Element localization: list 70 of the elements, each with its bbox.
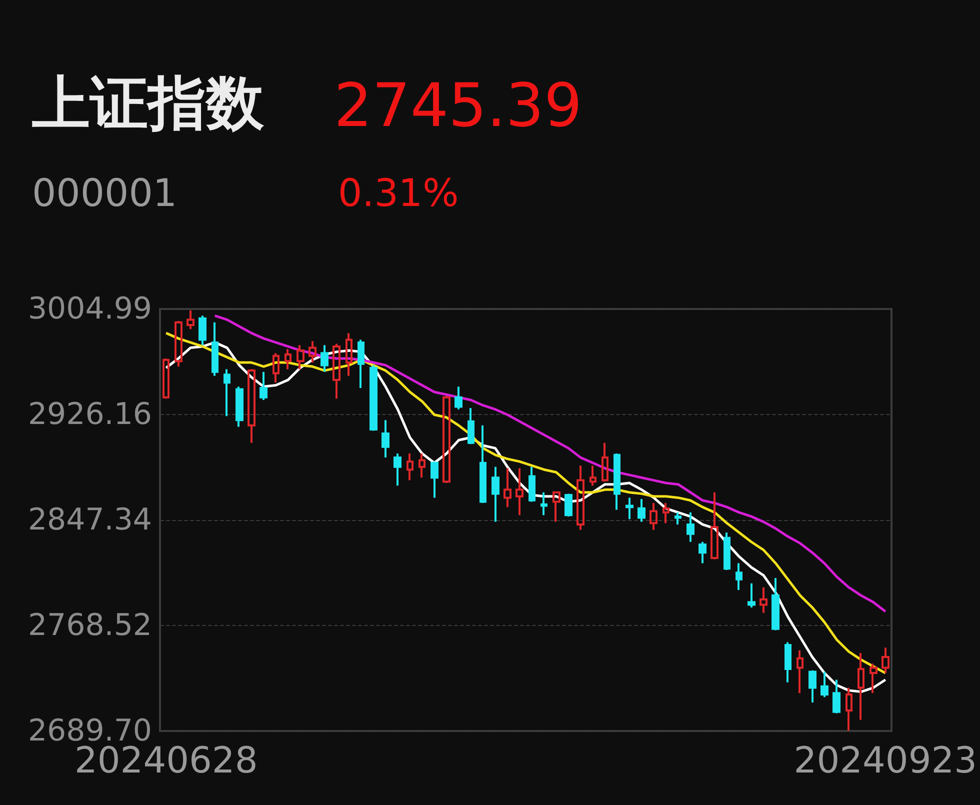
candlestick — [564, 492, 572, 518]
candlestick — [626, 496, 634, 520]
candlestick — [820, 670, 828, 698]
candlestick — [772, 577, 780, 632]
candlestick — [760, 586, 768, 614]
candlestick — [674, 511, 682, 526]
chart-subtitle: 000001 — [32, 171, 178, 215]
candlestick — [846, 686, 852, 732]
x-tick-label: 20240923 — [794, 740, 978, 782]
candlestick — [260, 370, 268, 401]
candlestick — [590, 464, 596, 487]
candlestick — [614, 452, 620, 511]
candlestick — [552, 491, 560, 523]
candlestick — [662, 502, 670, 524]
candlestick — [248, 368, 256, 444]
candlestick — [442, 394, 450, 484]
candlestick — [406, 452, 414, 482]
candlestick — [698, 540, 706, 564]
candlestick — [212, 321, 218, 377]
candlestick — [296, 344, 304, 370]
candlestick — [686, 511, 694, 543]
candlestick — [454, 386, 462, 410]
candlestick — [320, 344, 328, 373]
candlestick — [272, 352, 280, 384]
chart-title: 上证指数 — [31, 69, 265, 137]
candlestick — [468, 407, 474, 446]
candlestick — [186, 309, 194, 330]
line-series — [214, 314, 887, 613]
candlestick — [504, 467, 512, 508]
candlestick — [358, 338, 364, 389]
candlestick — [370, 364, 378, 432]
candlestick — [394, 452, 402, 487]
candlestick — [602, 442, 608, 483]
candlestick — [858, 652, 864, 721]
candlestick — [224, 368, 230, 418]
candlestick — [710, 491, 718, 560]
candlestick — [382, 419, 390, 459]
candlestick — [724, 532, 730, 571]
candlestick — [808, 669, 816, 704]
y-tick-label: 2768.52 — [28, 608, 152, 644]
text: 2745.39 — [334, 71, 582, 141]
candlestick — [784, 641, 792, 684]
candlestick — [540, 491, 548, 516]
candlestick — [736, 562, 742, 592]
candlestick — [236, 386, 244, 428]
candlestick — [198, 314, 206, 346]
candlestick — [650, 502, 658, 531]
candlestick — [516, 467, 524, 516]
candlestick — [882, 646, 890, 674]
candlestick — [174, 320, 182, 368]
candlestick — [870, 662, 878, 694]
candlestick — [528, 466, 536, 503]
y-tick-label: 2847.34 — [28, 502, 152, 538]
candlestick — [748, 582, 756, 608]
candlestick — [796, 649, 804, 694]
candlestick — [576, 464, 584, 531]
text: 0.31% — [338, 171, 459, 215]
candlestick — [832, 678, 840, 714]
candlestick — [346, 332, 352, 377]
candlestick — [492, 466, 500, 523]
candlestick — [308, 340, 316, 364]
candlestick — [332, 342, 340, 400]
y-tick-label: 2926.16 — [28, 397, 152, 432]
candlestick — [162, 358, 170, 400]
candlestick — [430, 460, 438, 499]
candlestick — [638, 498, 646, 523]
candlestick — [284, 348, 292, 370]
y-tick-label: 3004.99 — [28, 292, 152, 326]
candlestick — [418, 452, 426, 479]
candlestick — [480, 424, 486, 504]
